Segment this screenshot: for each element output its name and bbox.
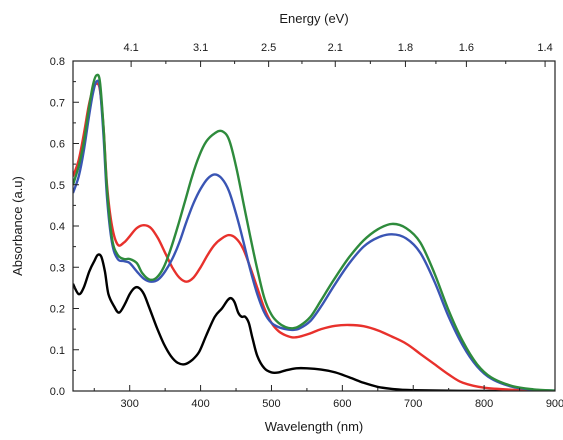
axes: 300 400 500 600 700 800 900 0.0 0.1 0.2 0.3 0.4 0.5 0… bbox=[50, 42, 563, 410]
plot-area bbox=[73, 73, 555, 391]
top-tick-label-6: 1.4 bbox=[537, 42, 552, 54]
top-tick-label-0: 4.1 bbox=[123, 42, 138, 54]
y-tick-label-2: 0.2 bbox=[50, 304, 65, 316]
x-axis-label: Wavelength (nm) bbox=[265, 419, 364, 434]
top-tick-label-5: 1.6 bbox=[459, 42, 474, 54]
x-tick-label-800: 800 bbox=[475, 398, 493, 410]
series-line-4 bbox=[73, 73, 555, 391]
top-tick-label-3: 2.1 bbox=[328, 42, 343, 54]
top-tick-label-4: 1.8 bbox=[398, 42, 413, 54]
y-tick-label-8: 0.8 bbox=[50, 56, 65, 68]
series-line-1 bbox=[73, 253, 555, 391]
x-tick-label-700: 700 bbox=[404, 398, 422, 410]
x-tick-label-300: 300 bbox=[121, 398, 139, 410]
y-tick-label-4: 0.4 bbox=[50, 221, 65, 233]
y-tick-label-1: 0.1 bbox=[50, 345, 65, 357]
y-tick-label-7: 0.7 bbox=[50, 97, 65, 109]
x-tick-label-600: 600 bbox=[333, 398, 351, 410]
y-tick-label-6: 0.6 bbox=[50, 139, 65, 151]
top-axis-label: Energy (eV) bbox=[279, 11, 348, 26]
y-tick-label-5: 0.5 bbox=[50, 180, 65, 192]
y-axis-label: Absorbance (a.u) bbox=[10, 176, 25, 276]
x-tick-label-900: 900 bbox=[546, 398, 563, 410]
top-tick-label-1: 3.1 bbox=[193, 42, 208, 54]
series-line-2 bbox=[73, 82, 555, 391]
y-tick-label-3: 0.3 bbox=[50, 262, 65, 274]
x-tick-label-500: 500 bbox=[262, 398, 280, 410]
top-tick-label-2: 2.5 bbox=[261, 42, 276, 54]
y-tick-label-0: 0.0 bbox=[50, 386, 65, 398]
series-group bbox=[73, 73, 555, 391]
x-tick-label-400: 400 bbox=[191, 398, 209, 410]
series-line-3 bbox=[73, 79, 555, 391]
